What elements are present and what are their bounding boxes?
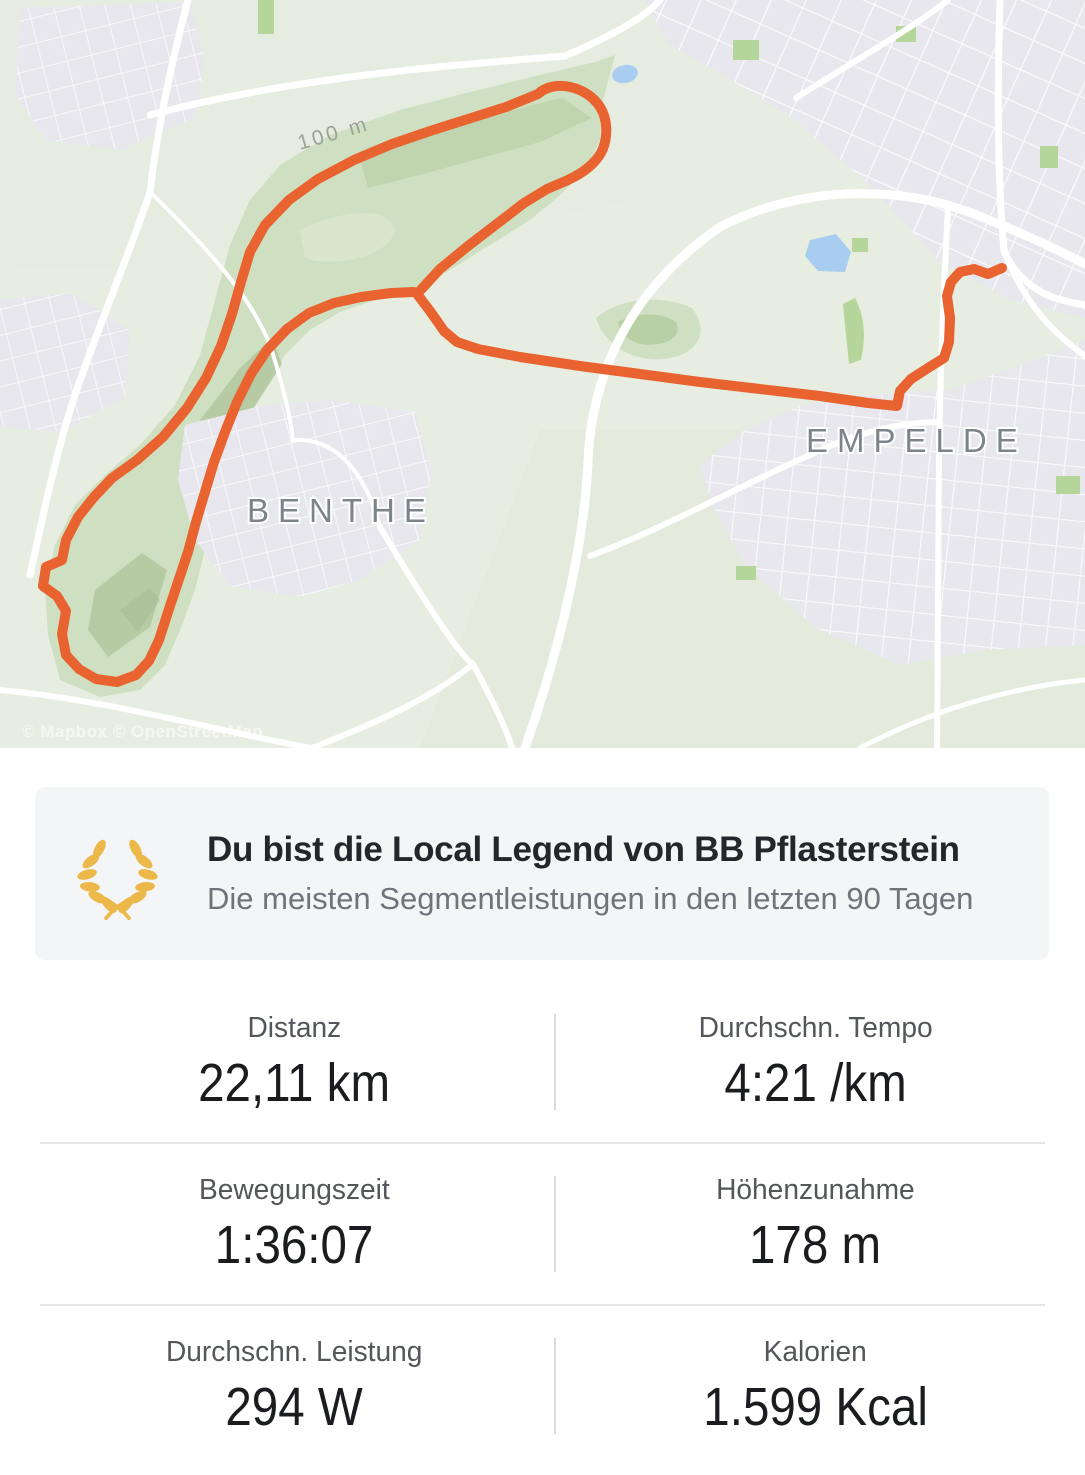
stat-label: Durchschn. Leistung: [166, 1335, 423, 1368]
map-canvas: 100 m BENTHE EMPELDE © Mapbox © OpenStre…: [0, 0, 1085, 748]
activity-stats: Distanz 22,11 km Durchschn. Tempo 4:21 /…: [0, 982, 1085, 1466]
stats-row-3: Durchschn. Leistung 294 W Kalorien 1.599…: [0, 1306, 1085, 1466]
stat-elevation-gain: Höhenzunahme 178 m: [556, 1144, 1075, 1304]
stat-distance: Distanz 22,11 km: [35, 982, 554, 1142]
stat-label: Kalorien: [763, 1335, 868, 1368]
stat-label: Bewegungszeit: [199, 1173, 390, 1206]
urban-areas: [0, 0, 1085, 665]
small-forest-area: [596, 299, 701, 360]
horizontal-divider: [40, 1304, 1045, 1306]
local-legend-subtitle: Die meisten Segmentleistungen in den let…: [207, 881, 974, 917]
vertical-divider: [554, 1014, 556, 1110]
park-patches: [258, 0, 1080, 580]
stat-label: Durchschn. Tempo: [698, 1011, 933, 1044]
stat-value: 294 W: [225, 1376, 364, 1437]
place-label-empelde: EMPELDE: [806, 422, 1027, 459]
stat-value: 1.599 Kcal: [703, 1376, 928, 1437]
stat-calories: Kalorien 1.599 Kcal: [556, 1306, 1075, 1466]
activity-route-path: [38, 80, 1007, 687]
roads: [0, 0, 1085, 748]
stat-value: 4:21 /km: [724, 1052, 907, 1113]
stat-moving-time: Bewegungszeit 1:36:07: [35, 1144, 554, 1304]
laurel-wreath-icon: [77, 839, 158, 921]
stat-label: Höhenzunahme: [716, 1173, 915, 1206]
place-label-benthe: BENTHE: [247, 492, 435, 529]
stats-row-2: Bewegungszeit 1:36:07 Höhenzunahme 178 m: [0, 1144, 1085, 1304]
place-labels: BENTHE EMPELDE: [245, 420, 1027, 531]
route-map[interactable]: 100 m BENTHE EMPELDE © Mapbox © OpenStre…: [0, 0, 1085, 748]
stat-value: 1:36:07: [215, 1214, 374, 1275]
stats-row-1: Distanz 22,11 km Durchschn. Tempo 4:21 /…: [0, 982, 1085, 1142]
stat-avg-pace: Durchschn. Tempo 4:21 /km: [556, 982, 1075, 1142]
stat-value: 178 m: [749, 1214, 882, 1275]
horizontal-divider: [40, 1142, 1045, 1144]
pond: [612, 64, 851, 272]
vertical-divider: [554, 1176, 556, 1272]
local-legend-title: Du bist die Local Legend von BB Pflaster…: [207, 830, 960, 870]
local-legend-banner[interactable]: Du bist die Local Legend von BB Pflaster…: [35, 787, 1049, 960]
stat-label: Distanz: [247, 1011, 342, 1044]
vertical-divider: [554, 1338, 556, 1434]
map-attribution[interactable]: © Mapbox © OpenStreetMap: [22, 722, 263, 741]
stat-avg-power: Durchschn. Leistung 294 W: [35, 1306, 554, 1466]
stat-value: 22,11 km: [198, 1052, 391, 1113]
